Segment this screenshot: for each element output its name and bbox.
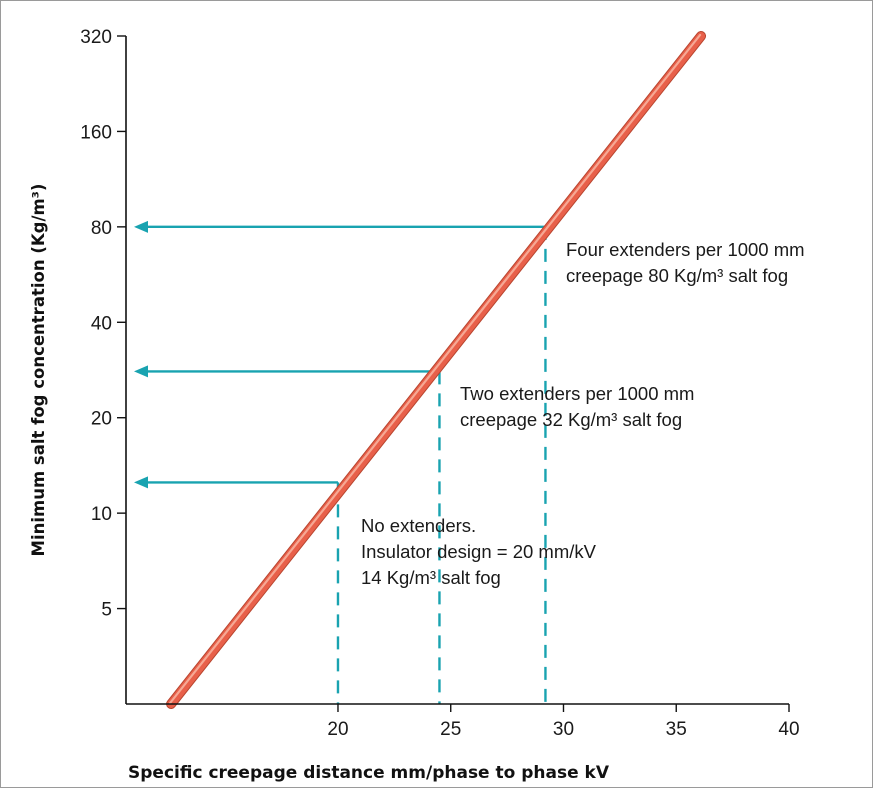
y-tick-label-1: 10: [91, 504, 112, 525]
x-tick-label-2: 30: [553, 719, 574, 740]
annotation-four-extenders: Four extenders per 1000 mm creepage 80 K…: [566, 239, 810, 286]
y-tick-label-5: 160: [80, 122, 112, 143]
annotation-two-line-2: creepage 32 Kg/m³ salt fog: [460, 409, 682, 430]
series-line-highlight-0: [169, 33, 702, 705]
x-tick-label-4: 40: [778, 719, 799, 740]
axes: [125, 36, 789, 705]
annotation-no-line-2: Insulator design = 20 mm/kV: [361, 541, 597, 562]
annotation-four-line-1: Four extenders per 1000 mm: [566, 239, 805, 260]
annotations: Four extenders per 1000 mm creepage 80 K…: [361, 239, 810, 588]
y-tick-label-3: 40: [91, 313, 112, 334]
annotation-two-line-1: Two extenders per 1000 mm: [460, 383, 694, 404]
annotation-no-line-1: No extenders.: [361, 515, 476, 536]
y-tick-label-6: 320: [80, 27, 112, 48]
annotation-two-extenders: Two extenders per 1000 mm creepage 32 Kg…: [460, 383, 700, 430]
annotation-no-line-3: 14 Kg/m³ salt fog: [361, 567, 501, 588]
y-axis-label: Minimum salt fog concentration (Kg/m³): [29, 184, 48, 557]
reference-lines: [134, 220, 547, 704]
reference-arrow-head-0: [134, 476, 148, 489]
reference-arrow-head-1: [134, 365, 148, 378]
x-ticks: 20 25 30 35 40: [327, 704, 800, 740]
series-line-0: [167, 32, 706, 708]
y-tick-label-0: 5: [101, 600, 112, 621]
x-tick-label-1: 25: [440, 719, 461, 740]
reference-arrow-head-2: [134, 220, 148, 233]
annotation-no-extenders: No extenders. Insulator design = 20 mm/k…: [361, 515, 601, 588]
data-series: [166, 31, 707, 709]
y-ticks: 5 10 20 40 80 160 320: [80, 27, 126, 621]
x-axis-label: Specific creepage distance mm/phase to p…: [128, 763, 610, 783]
y-tick-label-2: 20: [91, 409, 112, 430]
x-tick-label-3: 35: [666, 719, 687, 740]
annotation-four-line-2: creepage 80 Kg/m³ salt fog: [566, 265, 788, 286]
y-tick-label-4: 80: [91, 218, 112, 239]
x-tick-label-0: 20: [327, 719, 348, 740]
